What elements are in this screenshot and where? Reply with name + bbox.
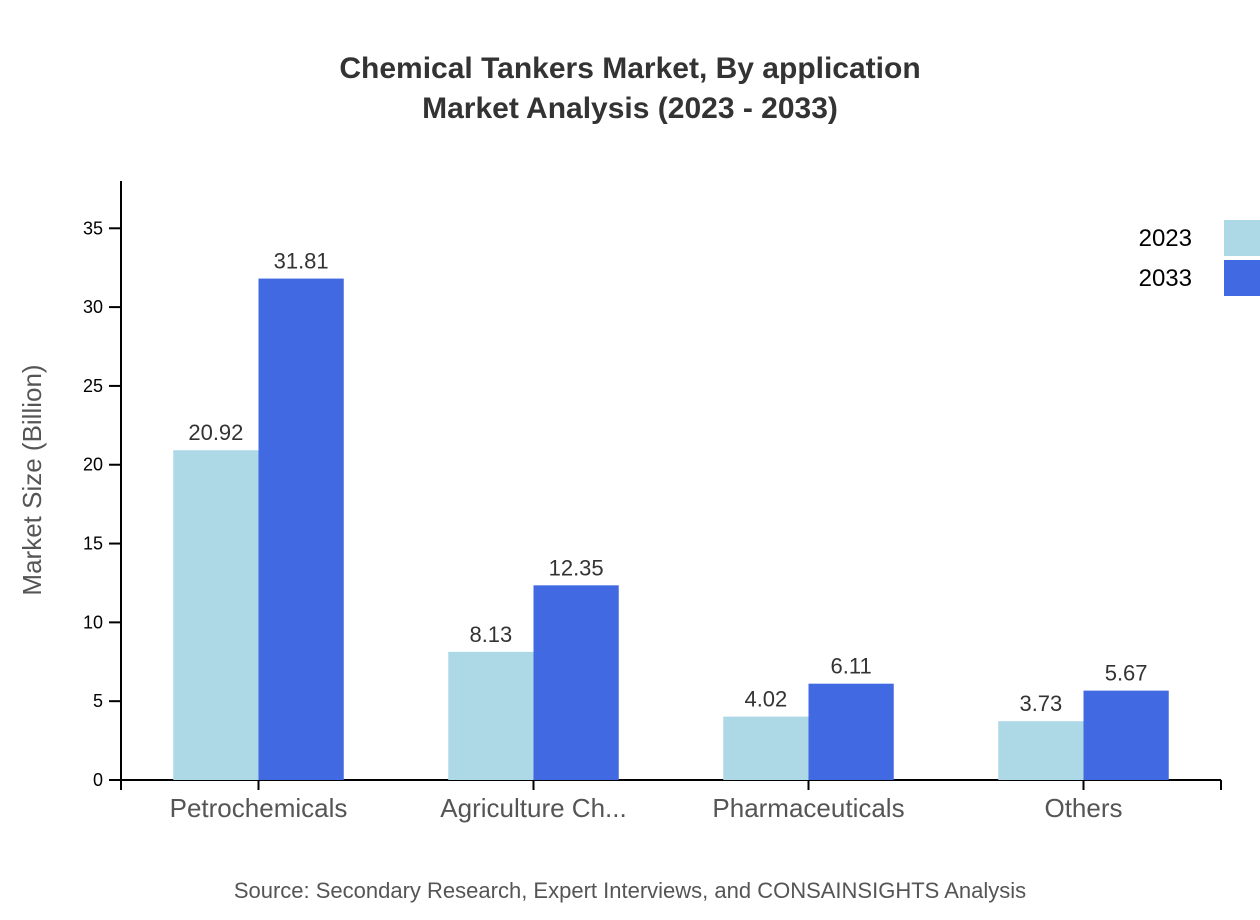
y-tick-label: 20 bbox=[83, 455, 103, 475]
bar-value-label: 5.67 bbox=[1105, 661, 1148, 686]
bar-2023 bbox=[173, 450, 259, 780]
bar-2033 bbox=[533, 585, 619, 780]
bar-value-label: 3.73 bbox=[1019, 691, 1062, 716]
y-tick-label: 30 bbox=[83, 297, 103, 317]
legend-label: 2033 bbox=[1139, 265, 1192, 292]
x-tick-label: Pharmaceuticals bbox=[712, 793, 904, 823]
legend-label: 2023 bbox=[1139, 225, 1192, 252]
bar-2033 bbox=[808, 683, 894, 780]
bar-2033 bbox=[1083, 690, 1169, 780]
x-tick-label: Others bbox=[1044, 793, 1122, 823]
x-tick-label: Petrochemicals bbox=[170, 793, 348, 823]
y-tick-label: 35 bbox=[83, 218, 103, 238]
bar-2023 bbox=[448, 651, 534, 780]
chart-subtitle: Market Analysis (2023 - 2033) bbox=[422, 92, 838, 125]
y-tick-label: 0 bbox=[93, 770, 103, 790]
y-axis: 0 5 10 15 20 25 30 35 bbox=[83, 181, 122, 790]
bar-value-label: 31.81 bbox=[274, 249, 329, 274]
y-tick-label: 15 bbox=[83, 534, 103, 554]
y-axis-label: Market Size (Billion) bbox=[17, 364, 47, 595]
chart-title: Chemical Tankers Market, By application bbox=[339, 52, 921, 85]
bar-value-label: 12.35 bbox=[549, 555, 604, 580]
bar-2023 bbox=[998, 721, 1084, 780]
bar-2023 bbox=[723, 716, 809, 780]
x-tick-label: Agriculture Ch... bbox=[440, 793, 626, 823]
legend-swatch bbox=[1224, 220, 1260, 256]
x-axis: Petrochemicals Agriculture Ch... Pharmaceu… bbox=[120, 779, 1222, 823]
bar-value-label: 4.02 bbox=[744, 687, 787, 712]
source-note: Source: Secondary Research, Expert Inter… bbox=[233, 878, 1027, 903]
bar-value-label: 20.92 bbox=[188, 420, 243, 445]
y-tick-label: 10 bbox=[83, 612, 103, 632]
bar-value-label: 6.11 bbox=[831, 654, 872, 679]
y-tick-label: 25 bbox=[83, 376, 103, 396]
bars: 20.92 31.81 8.13 12.35 4.02 6.11 3.73 5.67 bbox=[173, 249, 1169, 780]
y-tick-label: 5 bbox=[93, 691, 103, 711]
bar-2033 bbox=[258, 278, 344, 780]
bar-value-label: 8.13 bbox=[469, 622, 512, 647]
legend: 2023 2033 bbox=[1139, 220, 1260, 296]
legend-swatch bbox=[1224, 260, 1260, 296]
